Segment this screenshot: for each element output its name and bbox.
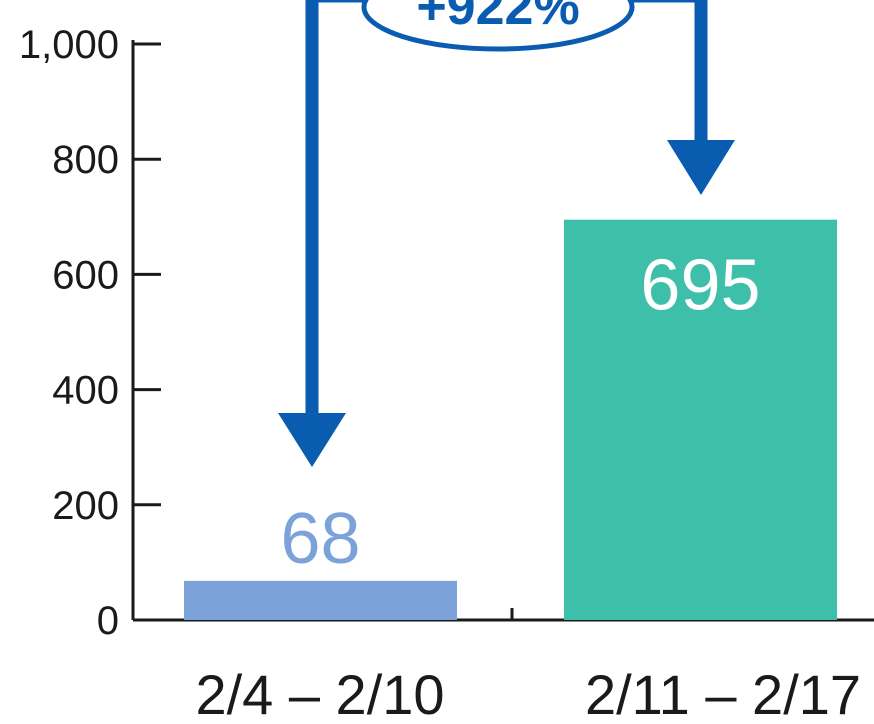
x-category-label: 2/4 – 2/10 bbox=[195, 663, 444, 724]
y-tick-label: 400 bbox=[52, 369, 119, 413]
bar-value-label: 68 bbox=[280, 499, 360, 579]
y-tick-label: 0 bbox=[97, 599, 119, 643]
y-tick-label: 200 bbox=[52, 484, 119, 528]
callout-oval bbox=[361, 0, 635, 52]
y-tick-label: 600 bbox=[52, 253, 119, 297]
right-arrowhead bbox=[667, 140, 735, 195]
percent-change-label: +922% bbox=[416, 0, 579, 36]
change-callout: +922% bbox=[278, 0, 735, 467]
x-axis-category-labels: 2/4 – 2/10 2/11 – 2/17 bbox=[195, 663, 861, 724]
bar bbox=[564, 219, 837, 620]
bar-value-label: 695 bbox=[640, 246, 760, 326]
y-tick-label: 1,000 bbox=[19, 23, 119, 67]
y-tick-label: 800 bbox=[52, 138, 119, 182]
bars bbox=[184, 219, 837, 620]
x-category-label: 2/11 – 2/17 bbox=[585, 663, 861, 724]
left-arrowhead bbox=[278, 413, 346, 467]
bar-data-labels: 68 695 bbox=[280, 246, 760, 579]
bar bbox=[184, 580, 457, 620]
y-axis-ticks: 0 200 400 600 800 1,000 bbox=[19, 23, 161, 643]
